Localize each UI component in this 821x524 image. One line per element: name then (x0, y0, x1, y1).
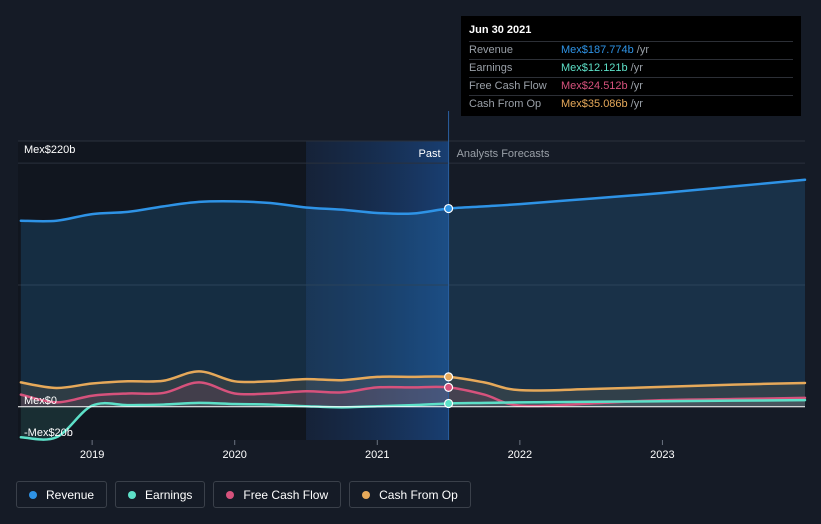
data-tooltip: Jun 30 2021 Revenue Mex$187.774b /yr Ear… (461, 16, 801, 116)
tooltip-unit: /yr (636, 44, 650, 56)
legend-item-cash-from-op[interactable]: Cash From Op (349, 481, 471, 508)
series-line-free_cash_flow (19, 381, 807, 408)
past-backdrop (18, 141, 306, 440)
tooltip-label: Revenue (469, 44, 514, 56)
legend-item-revenue[interactable]: Revenue (16, 481, 108, 508)
tooltip-unit: /yr (630, 98, 643, 110)
legend-label: Free Cash Flow (243, 487, 329, 502)
x-tick-label: 2020 (222, 449, 246, 461)
legend-dot-icon (226, 490, 235, 499)
tooltip-row-cash-from-op: Cash From Op Mex$35.086b /yr (469, 95, 793, 113)
x-tick-label: 2021 (365, 449, 389, 461)
tooltip-row-free-cash-flow: Free Cash Flow Mex$24.512b /yr (469, 77, 793, 95)
series-marker-free_cash_flow (443, 382, 454, 392)
series-marker-cash_from_op (443, 372, 454, 382)
tooltip-label: Cash From Op (469, 98, 542, 110)
y-axis-label: -Mex$20b (24, 427, 73, 439)
series-marker-earnings (443, 398, 454, 409)
tooltip-date: Jun 30 2021 (469, 24, 532, 36)
legend-label: Cash From Op (379, 487, 458, 502)
tooltip-value: Mex$12.121b (561, 62, 628, 74)
y-axis-label: Mex$220b (24, 144, 75, 156)
legend-dot-icon (29, 490, 37, 499)
tooltip-value: Mex$24.512b (561, 80, 628, 92)
legend-dot-icon (362, 490, 371, 499)
tooltip-label: Earnings (469, 62, 513, 74)
tooltip-label: Free Cash Flow (469, 80, 547, 92)
x-tick-label: 2019 (80, 449, 104, 461)
tooltip-unit: /yr (630, 62, 643, 74)
chart-legend: Revenue Earnings Free Cash Flow Cash Fro… (16, 481, 471, 508)
series-area-cash_from_op (20, 371, 806, 407)
past-label: Past (419, 148, 441, 160)
legend-item-free-cash-flow[interactable]: Free Cash Flow (213, 481, 342, 508)
legend-dot-icon (128, 490, 137, 499)
series-line-cash_from_op (19, 370, 807, 392)
legend-label: Revenue (46, 487, 95, 502)
x-tick-label: 2022 (508, 449, 532, 461)
tooltip-row-revenue: Revenue Mex$187.774b /yr (469, 41, 793, 59)
tooltip-value: Mex$35.086b (561, 98, 628, 110)
forecast-label: Analysts Forecasts (457, 148, 550, 160)
tooltip-unit: /yr (630, 80, 643, 92)
x-tick-label: 2023 (650, 449, 674, 461)
series-line-revenue (19, 178, 807, 223)
tooltip-row-earnings: Earnings Mex$12.121b /yr (469, 59, 793, 77)
highlight-band (305, 141, 449, 440)
series-line-earnings (19, 398, 807, 441)
y-axis-label: Mex$0 (24, 395, 57, 407)
tooltip-value: Mex$187.774b (561, 44, 634, 56)
legend-label: Earnings (145, 487, 193, 502)
legend-item-earnings[interactable]: Earnings (115, 481, 206, 508)
series-area-revenue (20, 179, 806, 407)
series-marker-revenue (443, 203, 454, 214)
